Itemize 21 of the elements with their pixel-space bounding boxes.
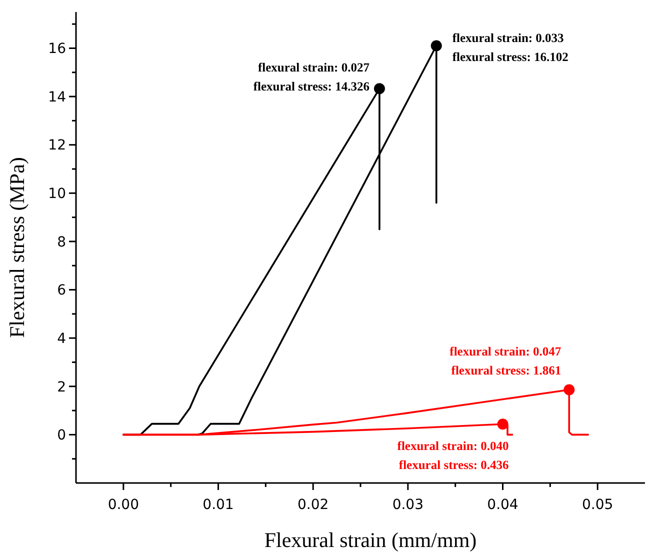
y-tick-label: 8 (57, 234, 66, 250)
y-tick-label: 4 (57, 330, 66, 347)
annotation: flexural strain: 0.047 flexural stress: 1.861 (450, 344, 562, 378)
y-tick-label: 6 (57, 282, 66, 299)
y-tick-label: 10 (48, 186, 66, 202)
y-axis-title: Flexural stress (MPa) (5, 157, 29, 338)
annotation: flexural strain: 0.040 flexural stress: 0.436 (397, 439, 509, 472)
y-tick-label: 12 (48, 138, 66, 154)
y-tick-label: 2 (57, 379, 66, 396)
x-tick-label: 0.00 (108, 497, 140, 513)
x-tick-label: 0.03 (392, 497, 424, 513)
y-tick-label: 14 (48, 89, 66, 106)
x-tick-label: 0.05 (582, 497, 614, 513)
annotation: flexural strain: 0.027 flexural stress: 14.326 (253, 60, 370, 94)
y-tick-label: 0 (57, 428, 66, 444)
x-tick-label: 0.01 (202, 497, 234, 513)
y-tick-label: 16 (48, 41, 66, 58)
x-tick-label: 0.02 (297, 497, 329, 513)
x-axis-title: Flexural strain (mm/mm) (264, 528, 477, 552)
x-tick-label: 0.04 (487, 497, 518, 513)
annotation: flexural strain: 0.033 flexural stress: 16.102 (452, 30, 568, 64)
